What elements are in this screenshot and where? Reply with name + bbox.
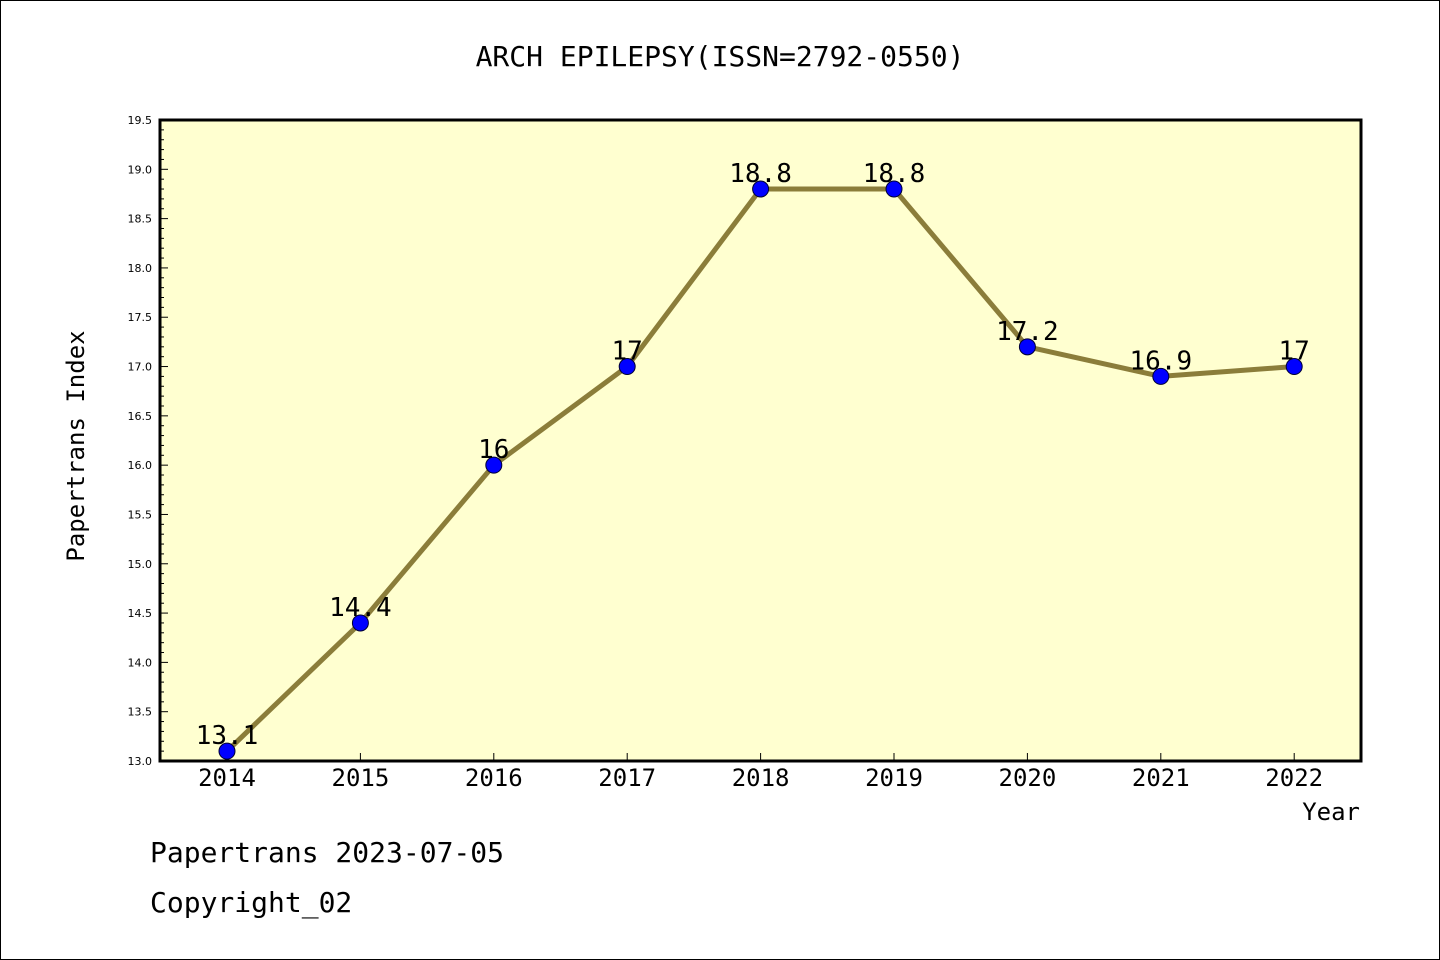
data-point xyxy=(1152,367,1170,385)
data-point xyxy=(885,180,903,198)
x-tick-label: 2016 xyxy=(465,764,523,792)
data-label: 17 xyxy=(1279,337,1310,367)
data-point xyxy=(1018,338,1036,356)
data-label: 17 xyxy=(612,337,643,367)
y-tick-label: 16.5 xyxy=(128,410,153,423)
data-label: 16 xyxy=(478,435,509,465)
x-tick-label: 2018 xyxy=(732,764,790,792)
x-tick-label: 2020 xyxy=(999,764,1057,792)
x-tick-label: 2019 xyxy=(865,764,923,792)
x-axis-label: Year xyxy=(1302,798,1360,826)
data-label: 13.1 xyxy=(196,721,259,751)
y-tick-label: 14.0 xyxy=(128,656,153,669)
data-label: 18.8 xyxy=(863,159,926,189)
y-tick-label: 16.0 xyxy=(128,459,153,472)
y-axis-label: Papertrans Index xyxy=(62,330,90,561)
data-point xyxy=(618,358,636,376)
chart-title: ARCH EPILEPSY(ISSN=2792-0550) xyxy=(476,40,965,73)
y-tick-label: 13.5 xyxy=(128,706,153,719)
data-label: 14.4 xyxy=(329,593,392,623)
data-label: 17.2 xyxy=(996,317,1059,347)
y-tick-label: 14.5 xyxy=(128,607,153,620)
footer-date: Papertrans 2023-07-05 xyxy=(150,836,505,869)
data-point xyxy=(1285,358,1303,376)
y-tick-label: 19.5 xyxy=(128,114,153,127)
x-axis: 2014 2015 2016 2017 2018 2019 2020 2021 2022 xyxy=(198,753,1323,792)
plot-area xyxy=(158,118,1363,763)
data-point xyxy=(218,742,236,760)
y-tick-label: 18.0 xyxy=(128,262,153,275)
y-tick-label: 17.5 xyxy=(128,311,153,324)
x-tick-label: 2017 xyxy=(598,764,656,792)
y-tick-label: 13.0 xyxy=(128,755,153,768)
y-tick-label: 15.0 xyxy=(128,558,153,571)
x-tick-label: 2015 xyxy=(332,764,390,792)
y-axis: 13.0 13.5 14.0 14.5 15.0 15.5 16.0 16.5 17.0 17.5… xyxy=(128,114,168,768)
y-tick-label: 17.0 xyxy=(128,361,153,374)
data-label: 18.8 xyxy=(729,159,792,189)
footer-copyright: Copyright_02 xyxy=(150,886,353,919)
y-tick-label: 19.0 xyxy=(128,163,153,176)
y-tick-label: 18.5 xyxy=(128,213,153,226)
data-label: 16.9 xyxy=(1129,346,1192,376)
x-tick-label: 2014 xyxy=(198,764,256,792)
x-tick-label: 2021 xyxy=(1132,764,1190,792)
series-group: 13.1 14.4 16 17 18.8 18.8 17.2 16.9 17 xyxy=(196,159,1310,760)
y-tick-label: 15.5 xyxy=(128,508,153,521)
data-point xyxy=(351,614,369,632)
data-point xyxy=(485,456,503,474)
x-tick-label: 2022 xyxy=(1265,764,1323,792)
data-point xyxy=(752,180,770,198)
